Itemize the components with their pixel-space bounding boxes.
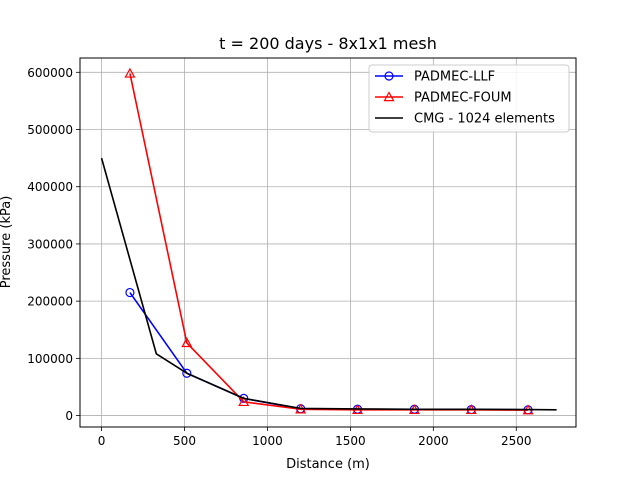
x-axis-label: Distance (m) <box>286 457 370 472</box>
axes-frame <box>79 57 577 428</box>
legend-entry-cmg-1024-elements: CMG - 1024 elements <box>375 112 555 127</box>
y-tick-label: 100000 <box>27 352 73 366</box>
legend-label-cmg-1024-elements: CMG - 1024 elements <box>414 112 555 127</box>
y-axis-label: Pressure (kPa) <box>0 196 14 289</box>
x-tick-label: 1500 <box>335 434 366 448</box>
y-tick-label: 200000 <box>27 295 73 309</box>
data-point-padmec-llf <box>182 368 192 378</box>
y-tick-label: 500000 <box>27 123 73 137</box>
x-tick-label: 500 <box>173 434 196 448</box>
y-tick-label: 300000 <box>27 237 73 251</box>
legend: PADMEC-LLF PADMEC-FOUM CMG - 1024 elements <box>368 64 570 133</box>
legend-entries: PADMEC-LLF PADMEC-FOUM CMG - 1024 elements <box>375 70 555 127</box>
legend-box <box>368 64 570 133</box>
legend-label-padmec-llf: PADMEC-LLF <box>414 70 495 85</box>
data-point-padmec-foum <box>238 396 250 407</box>
legend-marker-padmec-llf <box>384 71 394 81</box>
plot-series <box>100 67 557 415</box>
y-tick-label: 400000 <box>27 180 73 194</box>
legend-label-padmec-foum: PADMEC-FOUM <box>414 91 512 106</box>
legend-entry-padmec-foum: PADMEC-FOUM <box>375 91 512 106</box>
legend-entry-padmec-llf: PADMEC-LLF <box>375 70 495 85</box>
legend-marker-padmec-foum <box>383 91 395 102</box>
data-point-padmec-foum <box>124 67 136 78</box>
data-point-padmec-foum <box>181 337 193 348</box>
axis-ticks: 0 500 1000 1500 2000 2500 0 100000 200000 300000 4… <box>27 66 531 448</box>
y-tick-label: 600000 <box>27 66 73 80</box>
x-tick-label: 0 <box>98 434 106 448</box>
y-tick-label: 0 <box>65 409 73 423</box>
x-tick-label: 2000 <box>418 434 449 448</box>
x-tick-label: 2500 <box>501 434 532 448</box>
x-tick-label: 1000 <box>252 434 283 448</box>
series-line-cmg-1024-elements <box>100 157 557 411</box>
data-point-padmec-llf <box>125 287 135 298</box>
chart-title: t = 200 days - 8x1x1 mesh <box>219 34 437 53</box>
series-cmg-1024-elements <box>100 157 557 411</box>
